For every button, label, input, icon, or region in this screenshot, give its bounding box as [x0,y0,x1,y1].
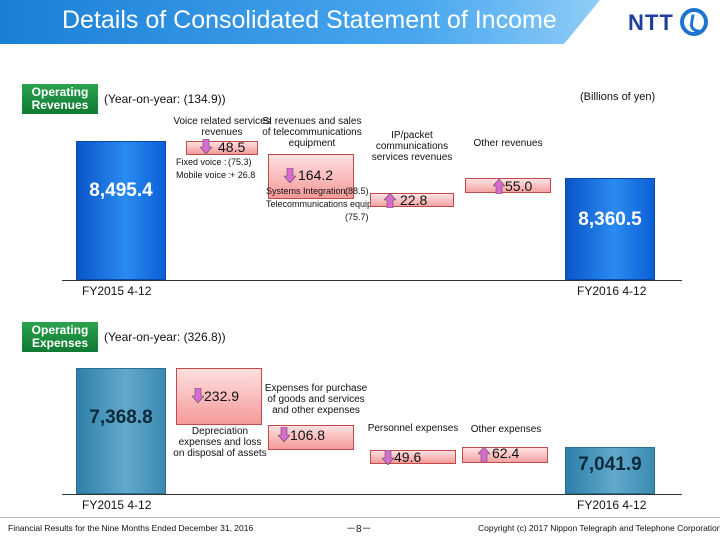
start-x-label: FY2015 4-12 [82,284,152,298]
chart-baseline [62,494,682,495]
step-1-detail-name-2: Mobile voice : [176,170,232,180]
step-2-detail-value-1: (88.5) [345,186,369,196]
step-label-4: Other revenues [473,138,543,149]
start-value: 7,368.8 [89,406,153,428]
expenses-badge: Operating Expenses [22,322,98,352]
step-value-2: 164.2 [298,166,334,183]
expenses-badge-line1: Operating [31,323,89,337]
step-arrow-4-icon [493,178,505,194]
end-bar: 7,041.9 [565,447,655,494]
title-banner [0,0,600,44]
step-2-detail-name-1: Systems Integration: [266,186,349,196]
unit-label: (Billions of yen) [580,91,656,103]
footer-divider [0,517,720,518]
step-label-1: Voice related services revenues [173,116,271,138]
step-box-1 [176,367,262,425]
step-2-detail-name-2: Telecommunications equipment: [266,199,395,209]
step-box-4 [465,177,551,193]
step-label-3: IP/packet communications services revenu… [371,130,453,163]
step-arrow-4-icon [478,447,490,463]
end-bar: 8,360.5 [565,177,655,280]
revenues-badge-line1: Operating [31,85,89,99]
step-arrow-3-icon [382,450,394,466]
step-value-4: 62.4 [492,445,520,462]
step-1-detail-value-1: (75.3) [228,157,252,167]
step-arrow-2-icon [278,426,290,442]
step-value-2: 106.8 [290,426,326,443]
step-value-4: 55.0 [505,177,533,194]
step-value-3: 22.8 [400,191,428,208]
end-x-label: FY2016 4-12 [577,284,647,298]
step-box-2 [268,153,354,200]
step-value-3: 49.6 [394,449,422,466]
footer-title: Financial Results for the Nine Months En… [8,523,254,533]
start-bar: 8,495.4 [76,140,166,280]
step-label-2: Expenses for purchase of goods and servi… [264,383,368,416]
copyright: Copyright (c) 2017 Nippon Telegraph and … [478,523,720,533]
ntt-logo: NTT [628,8,712,38]
step-arrow-2-icon [284,167,296,183]
logo-text: NTT [628,10,674,35]
step-1-detail-value-2: + 26.8 [230,170,256,180]
step-label-2: SI revenues and sales of telecommunicati… [262,116,362,149]
page-title: Details of Consolidated Statement of Inc… [62,6,557,34]
revenues-yoy: (Year-on-year: (134.9)) [104,92,226,106]
revenues-badge-line2: Revenues [31,98,89,112]
step-arrow-1-icon [200,138,212,154]
expenses-badge-line2: Expenses [31,336,89,350]
step-arrow-3-icon [384,192,396,208]
step-label-3: Personnel expenses [367,423,459,434]
step-2-detail-value-2: (75.7) [345,212,369,222]
step-value-1: 232.9 [204,387,240,404]
end-value: 8,360.5 [578,208,642,230]
step-label-1: Depreciation expenses and loss on dispos… [173,426,267,459]
step-value-1: 48.5 [218,138,246,155]
revenues-badge: Operating Revenues [22,84,98,114]
expenses-yoy: (Year-on-year: (326.8)) [104,330,226,344]
end-x-label: FY2016 4-12 [577,498,647,512]
ntt-logo-icon [680,8,708,36]
step-arrow-1-icon [192,387,204,403]
start-x-label: FY2015 4-12 [82,498,152,512]
start-bar: 7,368.8 [76,367,166,494]
end-value: 7,041.9 [578,454,642,476]
chart-baseline [62,280,682,281]
step-label-4: Other expenses [470,424,542,435]
start-value: 8,495.4 [89,179,153,201]
page-number: －8－ [346,524,372,535]
step-1-detail-name-1: Fixed voice : [176,157,227,167]
